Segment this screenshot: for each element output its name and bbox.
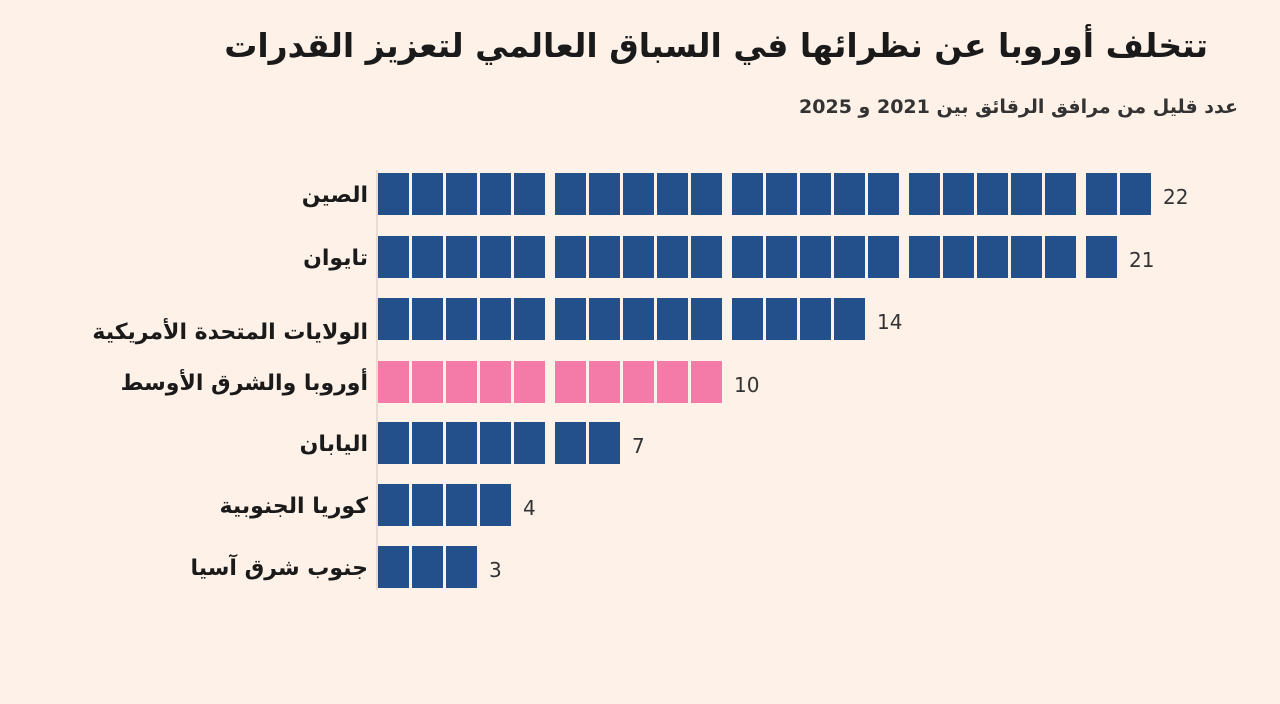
bar-unit [732,298,763,340]
bar-unit [1120,173,1151,215]
bar-unit [412,484,443,526]
bar-unit [691,361,722,403]
bar-unit [800,298,831,340]
bar-unit [909,236,940,278]
bar-unit [514,422,545,464]
bar-unit [412,422,443,464]
chart-title: تتخلف أوروبا عن نظرائها في السباق العالم… [224,26,1208,65]
bar-unit [480,298,511,340]
bar-unit [977,173,1008,215]
value-label: 21 [1129,248,1155,272]
bar-unit [943,173,974,215]
bar-unit [657,236,688,278]
bar-unit [555,422,586,464]
bar-unit [589,236,620,278]
bar-unit [834,298,865,340]
bar-unit [555,236,586,278]
bar-unit [412,361,443,403]
bar-unit [480,236,511,278]
value-label: 4 [523,496,536,520]
bar-unit [514,361,545,403]
bar-unit [555,298,586,340]
bar-unit [378,546,409,588]
bar-unit [691,236,722,278]
value-label: 7 [632,434,645,458]
bar-unit [555,173,586,215]
bar-unit [514,236,545,278]
bar-unit [834,173,865,215]
bar-unit [657,173,688,215]
bar-unit [589,298,620,340]
bar-unit [657,298,688,340]
bar-unit [412,298,443,340]
bar-unit [480,422,511,464]
bar-unit [732,173,763,215]
category-label: تايوان [303,246,368,271]
bar-unit [480,484,511,526]
bar-unit [446,546,477,588]
bar-unit [732,236,763,278]
bar-unit [766,236,797,278]
bar-unit [446,173,477,215]
bar-unit [446,422,477,464]
value-label: 3 [489,558,502,582]
bar-unit [378,298,409,340]
category-label: كوريا الجنوبية [219,494,368,519]
bar-unit [766,298,797,340]
bar-unit [691,298,722,340]
bar-unit [943,236,974,278]
bar-unit [691,173,722,215]
bar-unit [623,236,654,278]
bar-unit [480,173,511,215]
bar-unit [446,484,477,526]
bar-unit [446,298,477,340]
value-label: 10 [734,373,760,397]
bar-unit [378,422,409,464]
bar-unit [412,236,443,278]
bar-unit [480,361,511,403]
bar-unit [868,173,899,215]
bar-unit [766,173,797,215]
bar-unit [1045,236,1076,278]
bar-unit [589,422,620,464]
bar-unit [623,361,654,403]
category-label: الصين [301,183,368,208]
bar-unit [446,361,477,403]
bar-unit [378,484,409,526]
bar-unit [589,361,620,403]
bar-unit [800,236,831,278]
bar-unit [1086,236,1117,278]
axis-line [376,170,378,590]
category-label: الولايات المتحدة الأمريكية [92,320,368,345]
bar-unit [412,173,443,215]
bar-unit [1086,173,1117,215]
bar-unit [623,173,654,215]
bar-unit [1011,236,1042,278]
bar-unit [446,236,477,278]
bar-unit [378,361,409,403]
chart-subtitle: عدد قليل من مرافق الرقائق بين 2021 و 202… [799,96,1238,118]
category-label: أوروبا والشرق الأوسط [120,371,368,396]
bar-unit [834,236,865,278]
bar-unit [555,361,586,403]
bar-unit [378,173,409,215]
category-label: اليابان [299,432,368,457]
bar-unit [977,236,1008,278]
bar-unit [1045,173,1076,215]
bar-unit [657,361,688,403]
bar-unit [514,173,545,215]
bar-unit [868,236,899,278]
bar-unit [412,546,443,588]
value-label: 14 [877,310,903,334]
bar-unit [378,236,409,278]
bar-unit [800,173,831,215]
bar-unit [623,298,654,340]
bar-unit [1011,173,1042,215]
bar-unit [589,173,620,215]
bar-unit [514,298,545,340]
bar-unit [909,173,940,215]
category-label: جنوب شرق آسيا [190,556,368,581]
value-label: 22 [1163,185,1189,209]
